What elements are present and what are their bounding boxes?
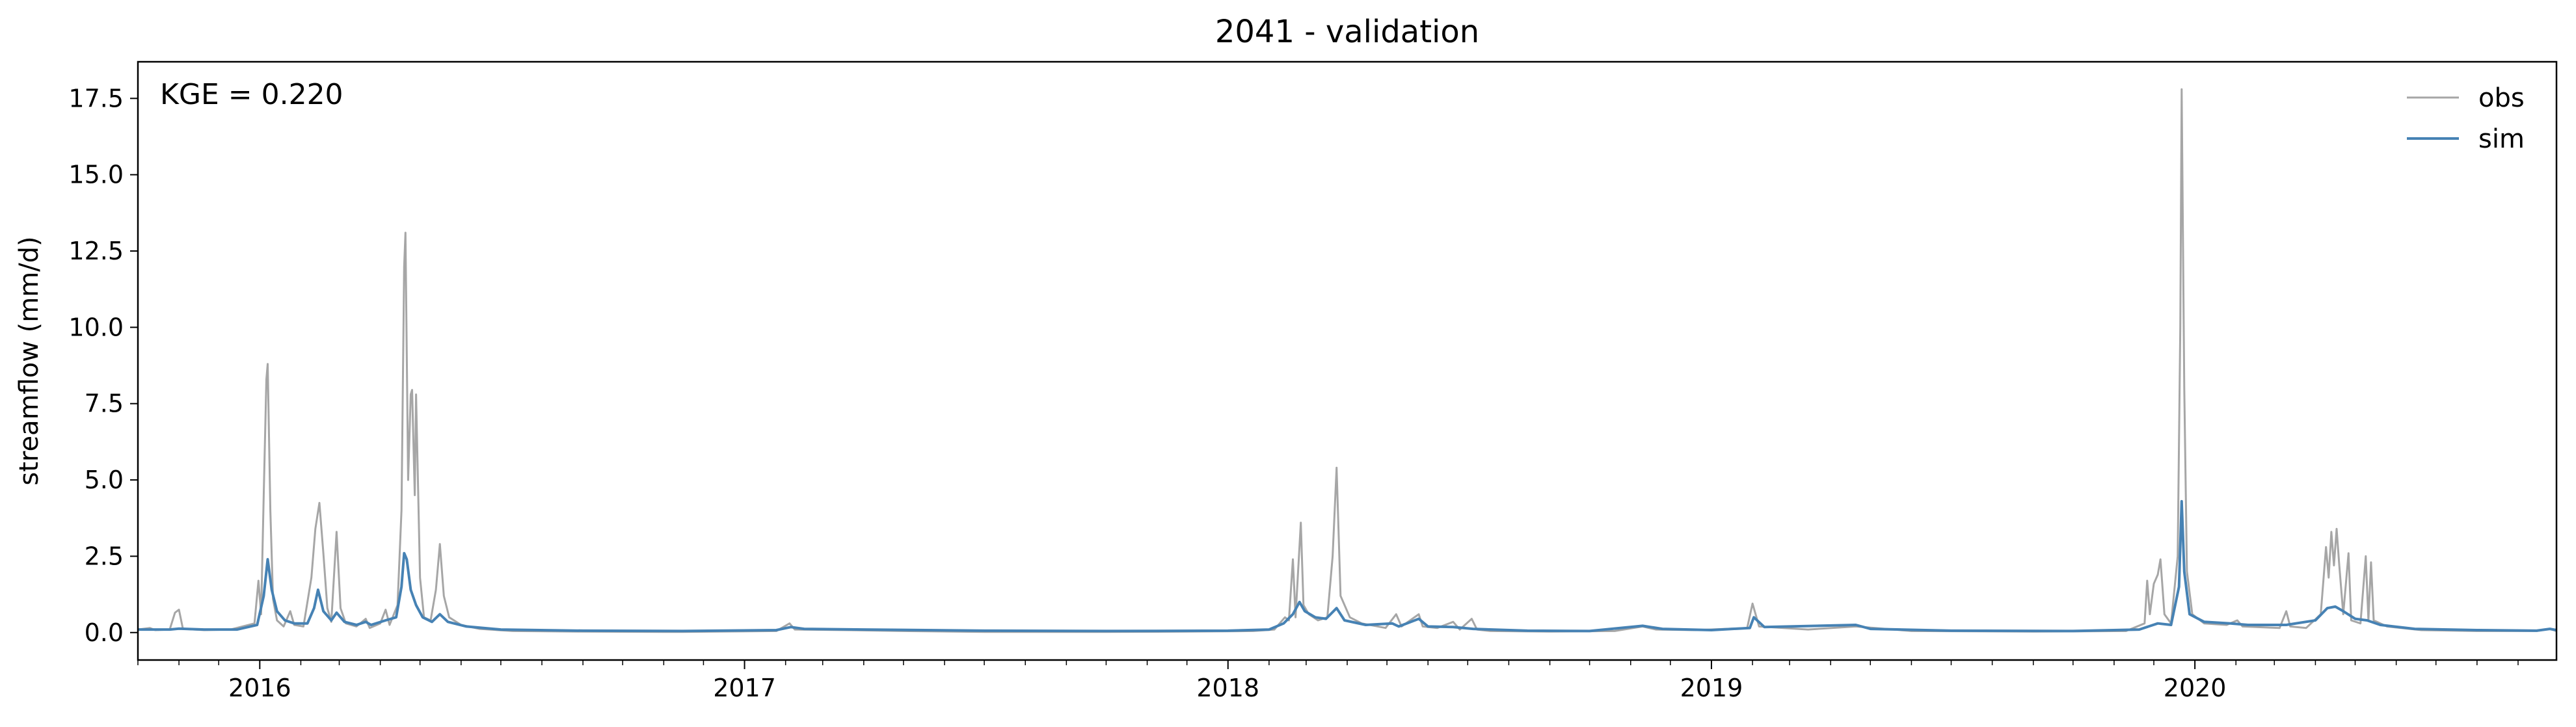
y-tick-label: 2.5: [85, 542, 124, 570]
series-line-sim: [138, 499, 2557, 633]
x-axis-ticks: 2016 2017 2018 2019 2020: [137, 660, 2519, 702]
x-tick-label: 2016: [228, 674, 291, 702]
y-tick-label: 7.5: [85, 390, 124, 418]
legend-label-sim: sim: [2478, 124, 2525, 154]
y-tick-label: 12.5: [68, 237, 124, 265]
legend: obs sim: [2407, 83, 2525, 154]
plot-area-frame: [137, 60, 2558, 661]
x-tick-label: 2017: [713, 674, 776, 702]
y-axis-ticks: 0.0 2.5 5.0 7.5 10.0 12.5 15.0 17.5: [68, 84, 138, 647]
y-tick-label: 0.0: [85, 618, 124, 647]
y-axis-label: streamflow (mm/d): [14, 236, 44, 485]
y-tick-label: 15.0: [68, 161, 124, 189]
legend-label-obs: obs: [2478, 83, 2525, 113]
chart-title: 2041 - validation: [1215, 14, 1479, 50]
y-tick-label: 17.5: [68, 84, 124, 112]
x-tick-label: 2020: [2164, 674, 2227, 702]
plot-series-group: [137, 88, 2557, 633]
y-tick-label: 5.0: [85, 466, 124, 494]
x-tick-label: 2018: [1196, 674, 1259, 702]
x-tick-label: 2019: [1680, 674, 1743, 702]
y-tick-label: 10.0: [68, 313, 124, 341]
kge-annotation: KGE = 0.220: [160, 78, 343, 111]
